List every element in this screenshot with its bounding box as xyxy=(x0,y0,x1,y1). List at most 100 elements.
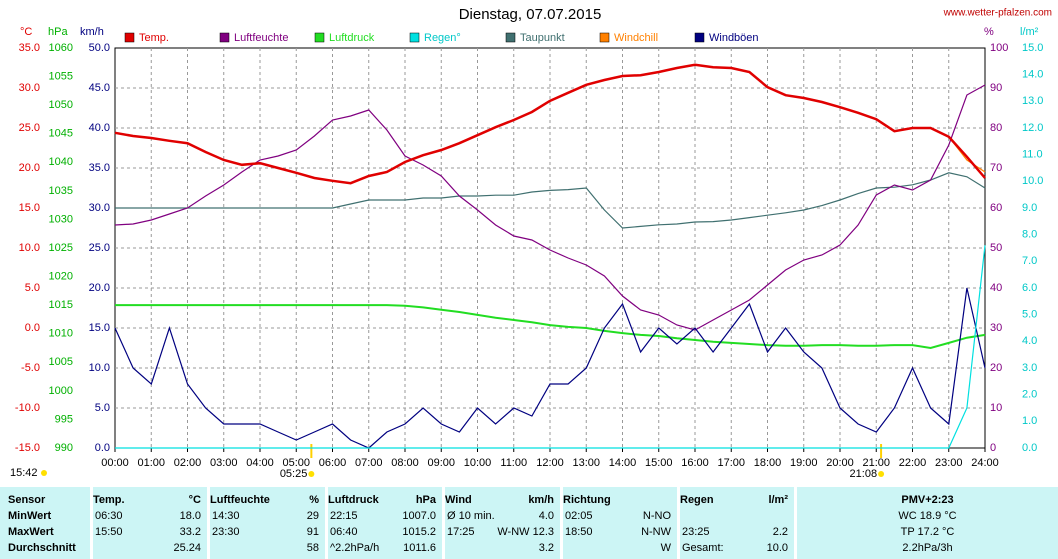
cell: 06:30 xyxy=(95,510,123,522)
y-tick-label: 1000 xyxy=(49,385,73,397)
y-tick-label: 9.0 xyxy=(1022,202,1037,214)
x-tick-label: 06:00 xyxy=(319,457,347,469)
legend-swatch xyxy=(505,32,516,43)
column-bg xyxy=(560,487,563,559)
y-tick-label: 10.0 xyxy=(19,242,40,254)
y-tick-label: 0.0 xyxy=(1022,442,1037,454)
y-tick-label: 10.0 xyxy=(1022,175,1043,187)
column-bg xyxy=(207,487,210,559)
x-tick-label: 03:00 xyxy=(210,457,238,469)
y-tick-label: 2.0 xyxy=(1022,389,1037,401)
y-tick-label: 70 xyxy=(990,162,1002,174)
cell: Gesamt: xyxy=(682,542,724,554)
cell: TP 17.2 °C xyxy=(900,526,955,538)
x-tick-label: 01:00 xyxy=(137,457,165,469)
header: Luftdruck xyxy=(328,494,379,506)
legend-label: Regen° xyxy=(424,32,461,44)
x-tick-label: 22:00 xyxy=(899,457,927,469)
x-tick-label: 13:00 xyxy=(572,457,600,469)
x-tick-label: 18:00 xyxy=(754,457,782,469)
cell: 29 xyxy=(306,510,319,522)
header: Regen xyxy=(680,494,714,506)
cell: 1015.2 xyxy=(402,526,436,538)
y-tick-label: 15.0 xyxy=(19,202,40,214)
header: Sensor xyxy=(8,494,46,506)
y-tick-label: 15.0 xyxy=(89,322,110,334)
x-tick-label: 15:00 xyxy=(645,457,673,469)
y-tick-label: 40.0 xyxy=(89,122,110,134)
source: www.wetter-pfalzen.com xyxy=(943,8,1052,19)
y-tick-label: 1005 xyxy=(49,356,73,368)
y-tick-label: -10.0 xyxy=(15,402,40,414)
y-tick-label: 15.0 xyxy=(1022,42,1043,54)
legend-swatch xyxy=(409,32,420,43)
legend-label: Temp. xyxy=(139,32,169,44)
legend-swatch xyxy=(694,32,705,43)
y-tick-label: 1020 xyxy=(49,270,73,282)
x-tick-label: 19:00 xyxy=(790,457,818,469)
legend-label: Luftfeuchte xyxy=(234,32,288,44)
axis-unit: km/h xyxy=(80,26,104,38)
cell: 3.2 xyxy=(538,542,554,554)
y-tick-label: 1040 xyxy=(49,156,73,168)
y-tick-label: 8.0 xyxy=(1022,229,1037,241)
header: PMV+2:23 xyxy=(901,494,954,506)
x-tick-label: 12:00 xyxy=(536,457,564,469)
cell: 22:15 xyxy=(330,510,358,522)
cell: 18:50 xyxy=(565,526,593,538)
x-tick-label: 23:00 xyxy=(935,457,963,469)
y-tick-label: 1015 xyxy=(49,299,73,311)
cell: 17:25 xyxy=(447,526,475,538)
x-tick-label: 09:00 xyxy=(427,457,455,469)
sun-icon xyxy=(878,471,885,477)
header: Wind xyxy=(445,494,472,506)
cell: 2.2 xyxy=(772,526,788,538)
chart: Dienstag, 07.07.2015 www.wetter-pfalzen.… xyxy=(10,6,1052,480)
axis-unit: l/m² xyxy=(1020,26,1039,38)
y-tick-label: 4.0 xyxy=(1022,335,1037,347)
y-tick-label: 1045 xyxy=(49,128,73,140)
x-tick-label: 08:00 xyxy=(391,457,419,469)
cell: 10.0 xyxy=(766,542,788,554)
cell: N-NO xyxy=(642,510,671,522)
x-tick-label: 10:00 xyxy=(464,457,492,469)
cell: ^2.2hPa/h xyxy=(330,542,380,554)
cell: 23:30 xyxy=(212,526,240,538)
legend-label: Taupunkt xyxy=(520,32,565,44)
y-tick-label: 1060 xyxy=(49,42,73,54)
legend-label: Windchill xyxy=(614,32,658,44)
x-tick-label: 00:00 xyxy=(101,457,129,469)
x-tick-label: 24:00 xyxy=(971,457,999,469)
y-tick-label: -5.0 xyxy=(21,362,40,374)
y-tick-label: 1050 xyxy=(49,99,73,111)
x-tick-label: 21:00 xyxy=(862,457,890,469)
series-line xyxy=(114,63,986,185)
column-bg xyxy=(325,487,328,559)
row-label: MaxWert xyxy=(8,526,54,538)
y-tick-label: 5.0 xyxy=(95,402,110,414)
y-tick-label: 50.0 xyxy=(89,42,110,54)
y-tick-label: 10.0 xyxy=(89,362,110,374)
column-bg xyxy=(794,487,797,559)
y-tick-label: 30.0 xyxy=(89,202,110,214)
cell: 06:40 xyxy=(330,526,358,538)
series-line xyxy=(115,245,986,449)
cell: 23:25 xyxy=(682,526,710,538)
legend-swatch xyxy=(124,32,135,43)
y-tick-label: 20.0 xyxy=(89,282,110,294)
y-tick-label: 1030 xyxy=(49,213,73,225)
cell: 02:05 xyxy=(565,510,593,522)
sun-icon xyxy=(308,471,315,477)
updated: 15:42 xyxy=(10,467,38,479)
legend-swatch xyxy=(219,32,230,43)
row-label: Durchschnitt xyxy=(8,542,76,554)
series-line xyxy=(115,172,986,229)
x-tick-label: 17:00 xyxy=(717,457,745,469)
header-unit: km/h xyxy=(528,494,554,506)
header: Temp. xyxy=(93,494,125,506)
header-unit: °C xyxy=(188,494,201,506)
y-tick-label: 0.0 xyxy=(95,442,110,454)
x-tick-label: 07:00 xyxy=(355,457,383,469)
cell: 91 xyxy=(306,526,319,538)
y-tick-label: 1.0 xyxy=(1022,415,1037,427)
